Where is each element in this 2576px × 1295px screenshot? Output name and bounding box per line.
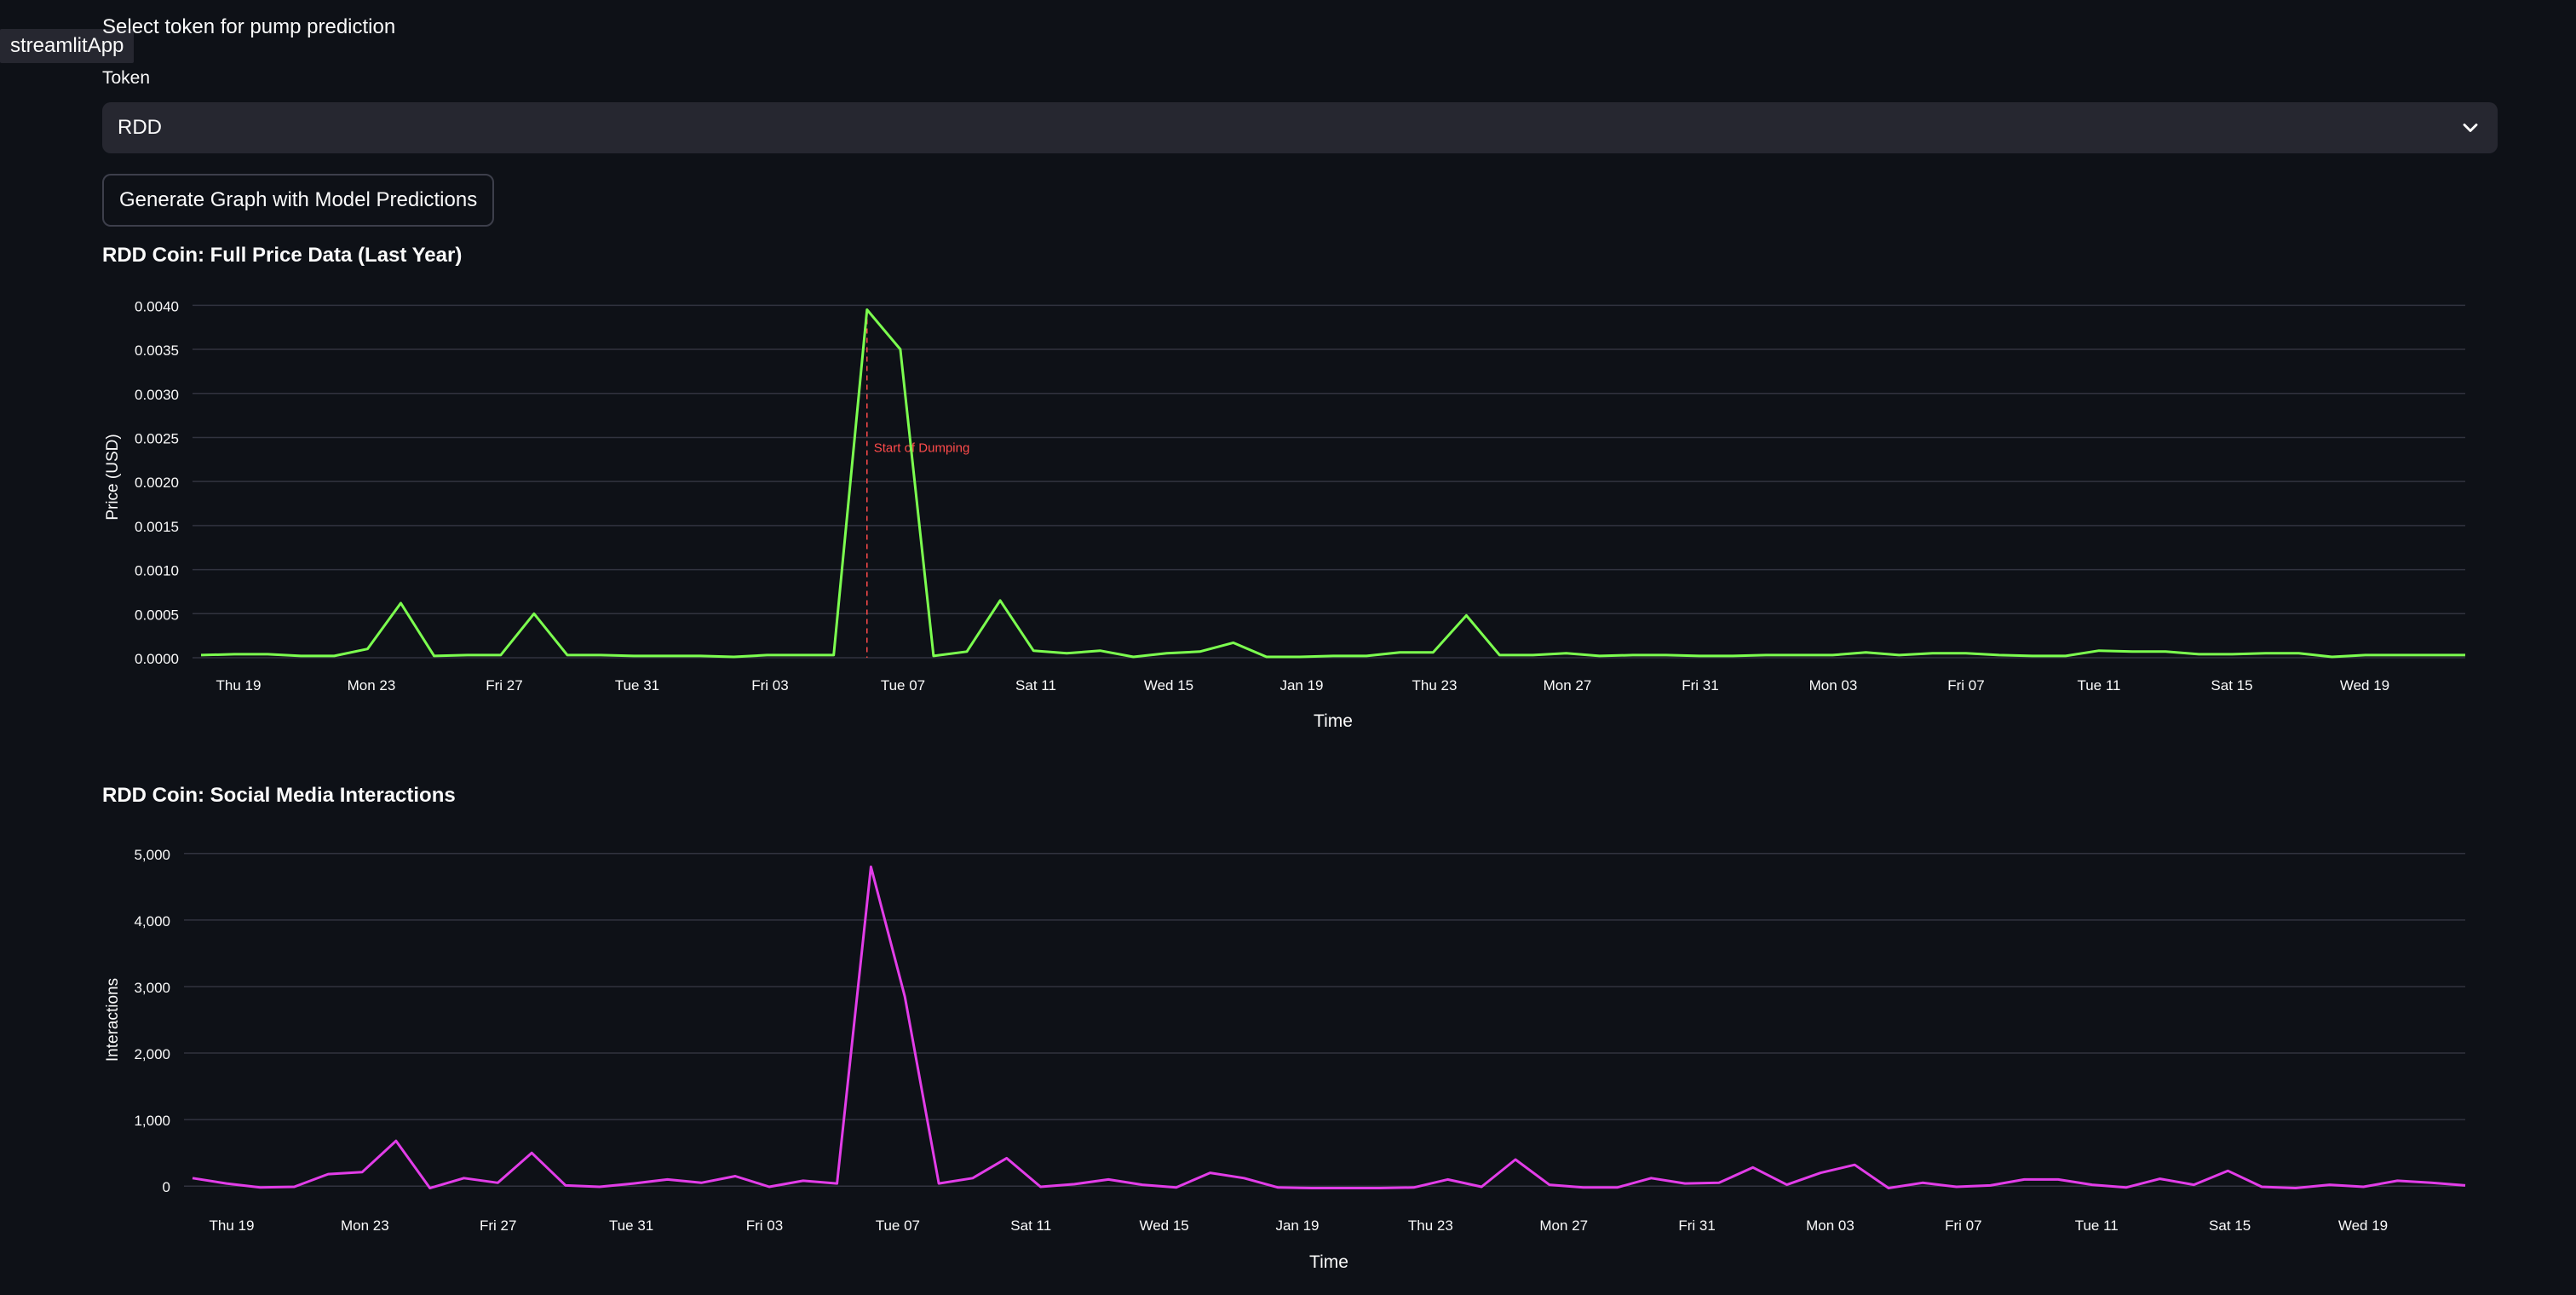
x-tick-label: Tue 11: [2075, 1217, 2119, 1234]
x-tick-label: Sat 11: [1015, 677, 1056, 694]
social-chart: 0 1,000 2,000 3,000 4,000 5,000 Thu 19 Mon 23 Fr…: [104, 847, 2466, 1272]
x-tick-label: Fri 27: [480, 1217, 516, 1234]
x-tick-label: Mon 03: [1809, 677, 1858, 694]
token-select-value: RDD: [118, 116, 162, 139]
x-tick-label: Fri 31: [1678, 1217, 1715, 1234]
x-tick-label: Fri 07: [1947, 677, 1984, 694]
x-axis-label: Time: [1314, 711, 1353, 731]
y-tick-label: 0.0000: [135, 651, 179, 667]
x-tick-label: Thu 23: [1408, 1217, 1453, 1234]
x-tick-label: Thu 19: [210, 1217, 255, 1234]
x-tick-label: Fri 03: [746, 1217, 783, 1234]
x-tick-label: Jan 19: [1275, 1217, 1319, 1234]
x-tick-label: Fri 03: [751, 677, 788, 694]
x-tick-label: Tue 31: [609, 1217, 653, 1234]
x-tick-label: Wed 15: [1139, 1217, 1188, 1234]
x-tick-label: Tue 31: [615, 677, 659, 694]
x-tick-label: Thu 23: [1412, 677, 1458, 694]
y-tick-label: 0.0020: [135, 475, 179, 491]
x-tick-label: Wed 19: [2340, 677, 2389, 694]
y-tick-label: 0.0040: [135, 298, 179, 314]
x-tick-label: Tue 11: [2077, 677, 2120, 694]
y-tick-label: 0: [163, 1179, 170, 1195]
social-chart-title: RDD Coin: Social Media Interactions: [102, 784, 456, 807]
y-tick-label: 0.0005: [135, 607, 179, 623]
token-label: Token: [102, 68, 151, 88]
y-axis-label: Interactions: [104, 978, 122, 1062]
x-tick-label: Jan 19: [1279, 677, 1323, 694]
x-tick-label: Wed 19: [2338, 1217, 2388, 1234]
token-select[interactable]: RDD: [102, 102, 2498, 153]
x-tick-label: Sat 11: [1010, 1217, 1051, 1234]
y-tick-label: 0.0015: [135, 519, 179, 535]
price-chart: 0.0000 0.0005 0.0010 0.0015 0.0020 0.0025 0.00…: [104, 298, 2465, 731]
x-tick-label: Fri 07: [1945, 1217, 1981, 1234]
y-tick-label: 5,000: [134, 847, 170, 863]
x-tick-label: Fri 31: [1682, 677, 1718, 694]
price-chart-title: RDD Coin: Full Price Data (Last Year): [102, 244, 463, 267]
y-tick-label: 1,000: [134, 1113, 170, 1129]
x-tick-label: Tue 07: [876, 1217, 920, 1234]
y-tick-label: 4,000: [134, 913, 170, 930]
x-tick-label: Thu 19: [216, 677, 262, 694]
x-tick-label: Mon 03: [1806, 1217, 1854, 1234]
y-tick-label: 0.0010: [135, 563, 179, 579]
y-axis-label: Price (USD): [104, 434, 122, 520]
y-tick-label: 0.0030: [135, 387, 179, 403]
x-tick-label: Fri 27: [486, 677, 522, 694]
x-tick-label: Sat 15: [2211, 677, 2252, 694]
x-axis-label: Time: [1309, 1252, 1348, 1272]
y-tick-label: 0.0025: [135, 430, 179, 446]
page-header-text: Select token for pump prediction: [102, 15, 396, 38]
series-line: [192, 865, 2466, 1189]
x-tick-label: Mon 27: [1544, 677, 1592, 694]
generate-graph-button[interactable]: Generate Graph with Model Predictions: [102, 174, 495, 227]
x-tick-label: Tue 07: [881, 677, 925, 694]
series-line: [200, 308, 2465, 659]
app-badge: streamlitApp: [0, 29, 135, 63]
chevron-down-icon: [2463, 124, 2478, 132]
y-tick-label: 3,000: [134, 980, 170, 996]
x-tick-label: Sat 15: [2209, 1217, 2251, 1234]
x-tick-label: Mon 27: [1539, 1217, 1588, 1234]
x-tick-label: Wed 15: [1144, 677, 1193, 694]
x-tick-label: Mon 23: [341, 1217, 389, 1234]
y-tick-label: 2,000: [134, 1046, 170, 1062]
y-tick-label: 0.0035: [135, 342, 179, 359]
x-tick-label: Mon 23: [348, 677, 396, 694]
dumping-annotation-label: Start of Dumping: [874, 440, 970, 455]
